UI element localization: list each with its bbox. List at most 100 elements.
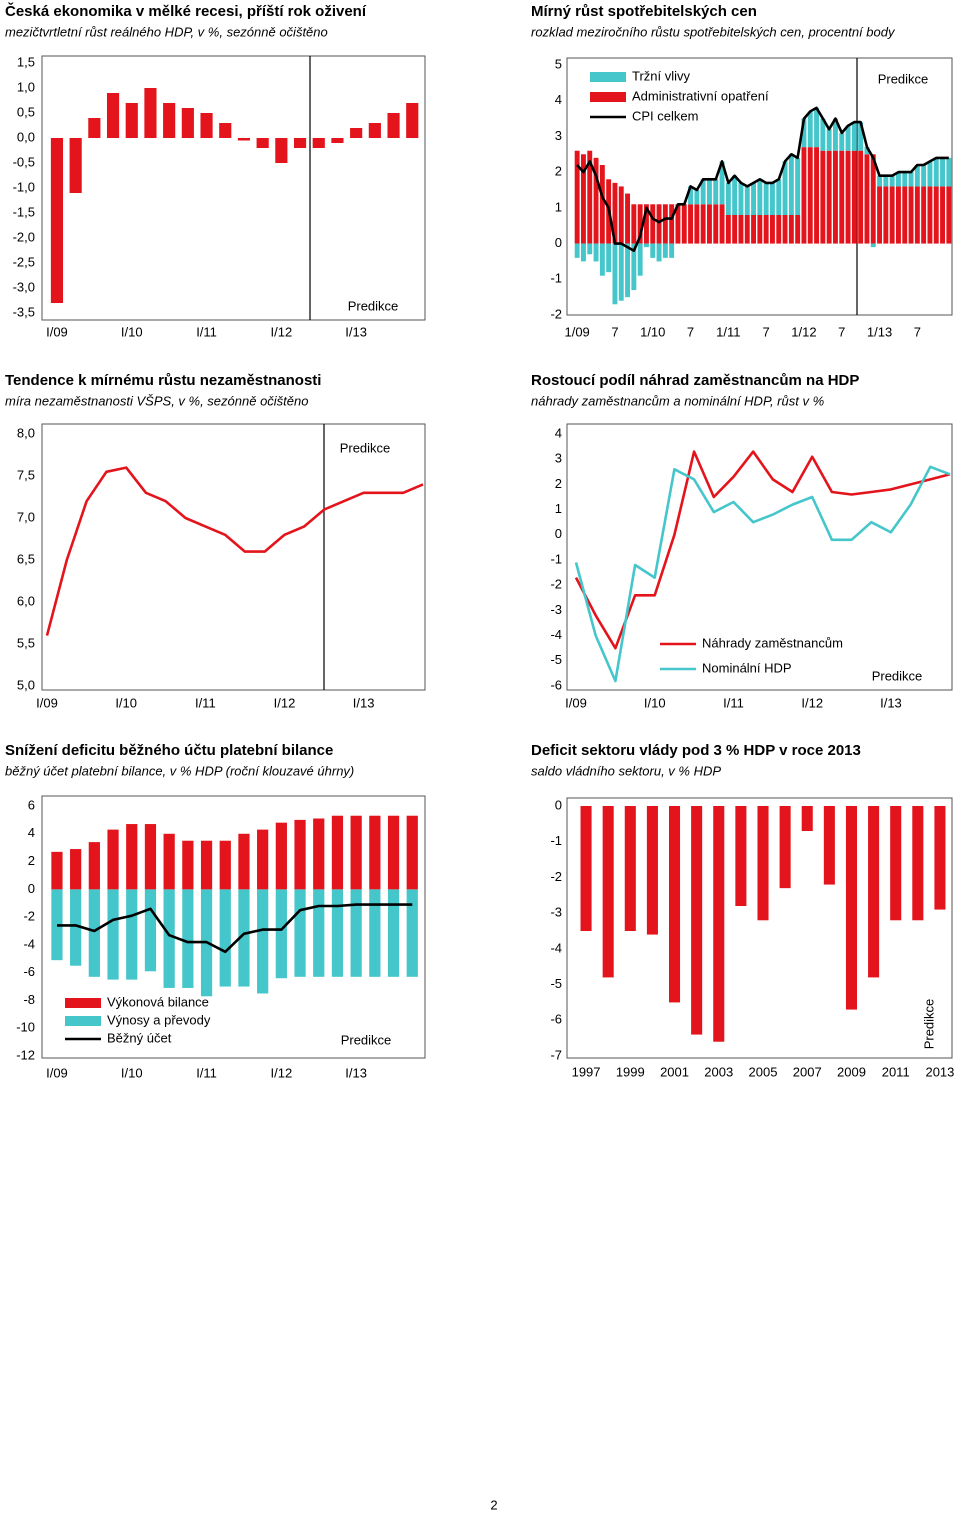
bar bbox=[618, 186, 624, 244]
bar bbox=[914, 186, 920, 244]
y-tick-label: -6 bbox=[23, 964, 35, 979]
x-tick-label: I/09 bbox=[36, 695, 58, 710]
bar bbox=[88, 118, 101, 138]
x-tick-label: 2013 bbox=[925, 1064, 954, 1079]
y-tick-label: 6,5 bbox=[17, 551, 35, 566]
bar bbox=[895, 186, 901, 244]
bar bbox=[238, 833, 250, 890]
bar bbox=[662, 243, 668, 258]
bar bbox=[294, 889, 306, 977]
bar bbox=[883, 175, 889, 187]
bar bbox=[294, 819, 306, 890]
y-tick-label: 0 bbox=[555, 526, 562, 541]
y-tick-label: 8,0 bbox=[17, 425, 35, 440]
x-tick-label: I/09 bbox=[46, 1065, 68, 1080]
bar bbox=[606, 243, 612, 273]
x-tick-label: I/12 bbox=[271, 324, 293, 339]
bar bbox=[933, 186, 939, 244]
bar bbox=[706, 179, 712, 205]
bar bbox=[719, 204, 725, 244]
y-tick-label: 6 bbox=[28, 797, 35, 812]
x-tick-label: I/11 bbox=[196, 324, 217, 339]
bar bbox=[406, 889, 418, 977]
bar bbox=[625, 193, 631, 244]
bar bbox=[387, 113, 400, 138]
bar bbox=[706, 204, 712, 244]
bar bbox=[580, 806, 592, 931]
bar bbox=[732, 175, 738, 215]
bar bbox=[801, 147, 807, 244]
bar bbox=[257, 889, 269, 994]
bar bbox=[801, 806, 813, 831]
y-tick-label: 1,5 bbox=[17, 54, 35, 69]
bar bbox=[313, 889, 325, 977]
bar bbox=[662, 204, 668, 244]
bar bbox=[769, 182, 775, 215]
bar bbox=[580, 243, 586, 262]
bar bbox=[599, 243, 605, 276]
x-tick-label: 1/11 bbox=[716, 324, 740, 339]
chart-title: Tendence k mírnému růstu nezaměstnanosti bbox=[5, 372, 321, 389]
y-tick-label: -4 bbox=[550, 940, 562, 955]
bar bbox=[350, 889, 362, 977]
bar bbox=[688, 186, 694, 205]
y-tick-label: 7,5 bbox=[17, 467, 35, 482]
bar bbox=[877, 186, 883, 244]
bar bbox=[776, 215, 782, 244]
bar bbox=[814, 147, 820, 244]
bar bbox=[669, 204, 675, 244]
x-tick-label: 1997 bbox=[572, 1064, 601, 1079]
y-tick-label: 0 bbox=[555, 797, 562, 812]
y-tick-label: -2 bbox=[23, 909, 35, 924]
bar bbox=[219, 889, 231, 987]
annotation: Predikce bbox=[921, 999, 936, 1050]
x-tick-label: 1999 bbox=[616, 1064, 645, 1079]
bar bbox=[125, 103, 138, 138]
chart-title: Rostoucí podíl náhrad zaměstnancům na HD… bbox=[531, 372, 859, 389]
plot-frame bbox=[41, 55, 426, 321]
y-tick-label: 2 bbox=[555, 164, 562, 179]
bar bbox=[807, 111, 813, 148]
y-tick-label: -2,0 bbox=[13, 229, 35, 244]
bar bbox=[908, 172, 914, 187]
bar bbox=[895, 172, 901, 187]
y-tick-label: 2 bbox=[28, 853, 35, 868]
y-tick-label: -3 bbox=[550, 602, 562, 617]
plot-frame bbox=[41, 795, 426, 1059]
bar bbox=[313, 818, 325, 890]
x-tick-label: I/11 bbox=[195, 695, 216, 710]
x-tick-label: 2009 bbox=[837, 1064, 866, 1079]
bar bbox=[691, 806, 703, 1035]
bar bbox=[757, 806, 769, 921]
y-tick-label: -2,5 bbox=[13, 254, 35, 269]
bar bbox=[406, 815, 418, 890]
x-tick-label: 7 bbox=[611, 324, 618, 339]
bar bbox=[889, 175, 895, 187]
bar bbox=[312, 138, 325, 148]
y-tick-label: -0,5 bbox=[13, 154, 35, 169]
annotation: Predikce bbox=[348, 298, 399, 313]
bar bbox=[637, 243, 643, 276]
bar bbox=[688, 204, 694, 244]
y-tick-label: 5,0 bbox=[17, 677, 35, 692]
bar bbox=[807, 147, 813, 244]
bar bbox=[845, 806, 857, 1010]
bar bbox=[646, 806, 658, 935]
bar bbox=[719, 161, 725, 205]
bar bbox=[587, 150, 593, 244]
y-tick-label: 5 bbox=[555, 56, 562, 71]
y-tick-label: 3 bbox=[555, 128, 562, 143]
bar bbox=[902, 172, 908, 187]
bar bbox=[257, 829, 269, 890]
bar bbox=[669, 806, 681, 1003]
y-tick-label: -1 bbox=[550, 551, 562, 566]
plot-frame bbox=[41, 423, 426, 691]
bar bbox=[877, 175, 883, 187]
y-tick-label: -3,5 bbox=[13, 304, 35, 319]
legend-swatch bbox=[590, 72, 626, 82]
bar bbox=[769, 215, 775, 244]
y-tick-label: -6 bbox=[550, 677, 562, 692]
bar bbox=[144, 889, 157, 972]
y-tick-label: -7 bbox=[550, 1047, 562, 1062]
y-tick-label: 4 bbox=[555, 92, 562, 107]
